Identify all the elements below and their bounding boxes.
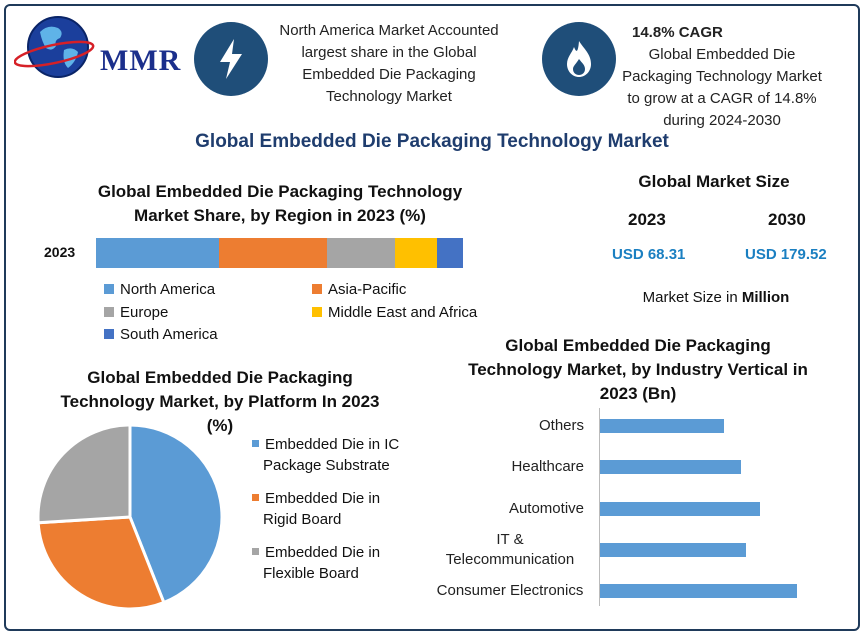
pie-slice-2 (36, 423, 132, 525)
north-america-note: North America Market Accounted largest s… (279, 22, 499, 105)
legend-label: Europe (120, 304, 169, 321)
market-size-year-2023: 2023 (628, 210, 666, 229)
region-legend-item: Middle East and Africa (312, 304, 477, 321)
region-legend-item: South America (104, 326, 218, 343)
industry-bar (600, 543, 747, 557)
industry-category-label: IT & Telecommunication (430, 530, 590, 570)
legend-label: Middle East and Africa (328, 304, 478, 321)
region-segment-1 (218, 238, 328, 268)
market-size-unit-prefix: Market Size in (642, 289, 742, 306)
legend-swatch (104, 329, 114, 339)
category-line1: Healthcare (511, 458, 584, 475)
market-size-unit-note: Market Size in Million (600, 289, 832, 306)
region-category-label: 2023 (44, 244, 76, 260)
legend-label-line2: Rigid Board (263, 511, 342, 528)
industry-category-label: Others (430, 416, 584, 436)
industry-category-label: Consumer Electronics (430, 581, 590, 601)
region-legend-item: Europe (104, 304, 168, 321)
legend-label-line1: Embedded Die in (265, 490, 381, 507)
legend-swatch (252, 440, 259, 447)
legend-label: North America (120, 281, 216, 298)
industry-axis-line (599, 408, 600, 606)
region-segment-0 (96, 238, 219, 268)
globe-icon (13, 16, 95, 78)
category-line1: Automotive (508, 500, 584, 517)
main-title: Global Embedded Die Packaging Technology… (195, 131, 669, 152)
industry-bar (600, 584, 797, 598)
category-line1: Consumer Electronics (436, 582, 584, 599)
flame-icon (567, 41, 591, 77)
legend-label-line2: Flexible Board (263, 565, 359, 582)
lightning-icon (220, 39, 242, 79)
legend-swatch (312, 307, 322, 317)
region-chart-title: Global Embedded Die Packaging Technology… (97, 182, 463, 225)
market-size-value-2023: USD 68.31 (612, 246, 686, 263)
legend-label: South America (120, 326, 218, 343)
platform-pie-chart (36, 423, 224, 611)
pie-slice-0 (128, 423, 224, 605)
region-segment-2 (327, 238, 396, 268)
legend-label: Asia-Pacific (328, 281, 407, 298)
region-segment-4 (436, 238, 463, 268)
legend-label-line1: Embedded Die in (265, 544, 381, 561)
industry-bar (600, 460, 742, 474)
flame-badge (542, 22, 616, 96)
market-size-value-2030: USD 179.52 (745, 246, 827, 263)
category-line1: Others (538, 417, 584, 434)
infographic-frame (4, 4, 860, 631)
industry-bar (600, 502, 760, 516)
legend-swatch (104, 307, 114, 317)
platform-chart-title: Global Embedded Die Packaging Technology… (60, 368, 380, 435)
region-legend-item: Asia-Pacific (312, 281, 406, 298)
industry-bar (600, 419, 725, 433)
industry-category-label: Automotive (430, 499, 584, 519)
platform-legend-item: Embedded Die in Flexible Board (252, 542, 380, 584)
region-stacked-bar (96, 238, 463, 268)
category-line1: IT & (496, 531, 524, 548)
mmr-logo: MMR (13, 10, 184, 78)
industry-chart-title: Global Embedded Die Packaging Technology… (468, 336, 808, 403)
legend-swatch (252, 548, 259, 555)
legend-label-line2: Package Substrate (263, 457, 390, 474)
cagr-note: 14.8% CAGR Global Embedded Die Packaging… (614, 22, 830, 132)
legend-swatch (252, 494, 259, 501)
legend-swatch (312, 284, 322, 294)
region-legend-item: North America (104, 281, 215, 298)
pie-slice-1 (36, 515, 166, 611)
legend-swatch (104, 284, 114, 294)
market-size-year-2030: 2030 (768, 210, 806, 229)
industry-category-label: Healthcare (430, 457, 584, 477)
market-size-unit: Million (741, 289, 790, 306)
category-line2: Telecommunication (445, 551, 575, 568)
platform-legend-item: Embedded Die in Rigid Board (252, 488, 380, 530)
lightning-badge (194, 22, 268, 96)
platform-legend-item: Embedded Die in IC Package Substrate (252, 434, 399, 476)
market-size-title: Global Market Size (638, 172, 790, 191)
legend-label-line1: Embedded Die in IC (265, 436, 400, 453)
cagr-title: 14.8% CAGR (632, 24, 723, 41)
cagr-text: Global Embedded Die Packaging Technology… (622, 46, 822, 129)
region-segment-3 (395, 238, 437, 268)
logo-text: MMR (100, 44, 182, 77)
